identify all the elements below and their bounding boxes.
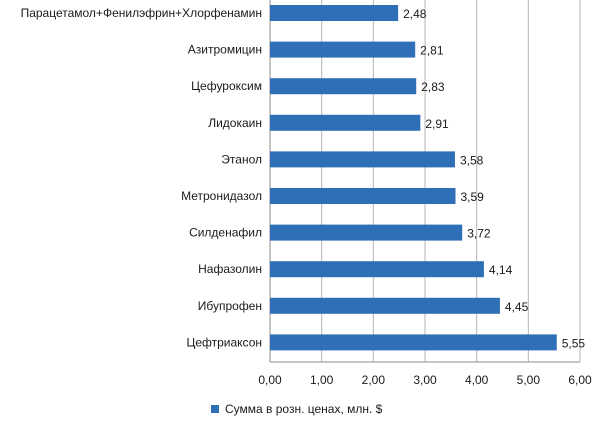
x-tick-label: 0,00 [258, 373, 282, 387]
x-tick-label: 3,00 [413, 373, 437, 387]
legend-label: Сумма в розн. ценах, млн. $ [225, 402, 383, 416]
x-tick-label: 2,00 [362, 373, 386, 387]
x-tick-label: 6,00 [568, 373, 592, 387]
data-label: 3,72 [467, 227, 491, 241]
legend-swatch [211, 405, 219, 413]
data-label: 5,55 [562, 336, 586, 350]
category-label: Ибупрофен [198, 299, 262, 313]
bar [270, 114, 421, 131]
data-label: 2,83 [421, 80, 445, 94]
x-tick-label: 1,00 [310, 373, 334, 387]
bar [270, 151, 455, 168]
bar [270, 297, 500, 314]
category-label: Метронидазол [181, 189, 262, 203]
x-tick-label: 4,00 [465, 373, 489, 387]
category-label: Силденафил [189, 226, 262, 240]
bar [270, 5, 399, 21]
bar [270, 261, 484, 278]
data-label: 4,14 [489, 263, 513, 277]
legend: Сумма в розн. ценах, млн. $ [211, 402, 382, 416]
bar [270, 78, 417, 95]
category-label: Нафазолин [198, 262, 262, 276]
data-label: 3,58 [460, 153, 484, 167]
category-label: Азитромицин [188, 43, 262, 57]
bar [270, 41, 416, 58]
category-label: Цефтриаксон [186, 335, 262, 349]
bar [270, 334, 557, 351]
category-label: Цефуроксим [191, 79, 262, 93]
category-label: Парацетамол+Фенилэфрин+Хлорфенамин [21, 6, 262, 20]
bar [270, 188, 456, 204]
data-label: 2,91 [425, 117, 449, 131]
data-label: 2,81 [420, 44, 444, 58]
data-label: 4,45 [505, 300, 529, 314]
data-label: 2,48 [403, 7, 427, 21]
x-tick-label: 5,00 [517, 373, 541, 387]
bar [270, 224, 463, 241]
category-label: Этанол [221, 152, 262, 166]
data-label: 3,59 [460, 190, 484, 204]
category-label: Лидокаин [208, 116, 262, 130]
